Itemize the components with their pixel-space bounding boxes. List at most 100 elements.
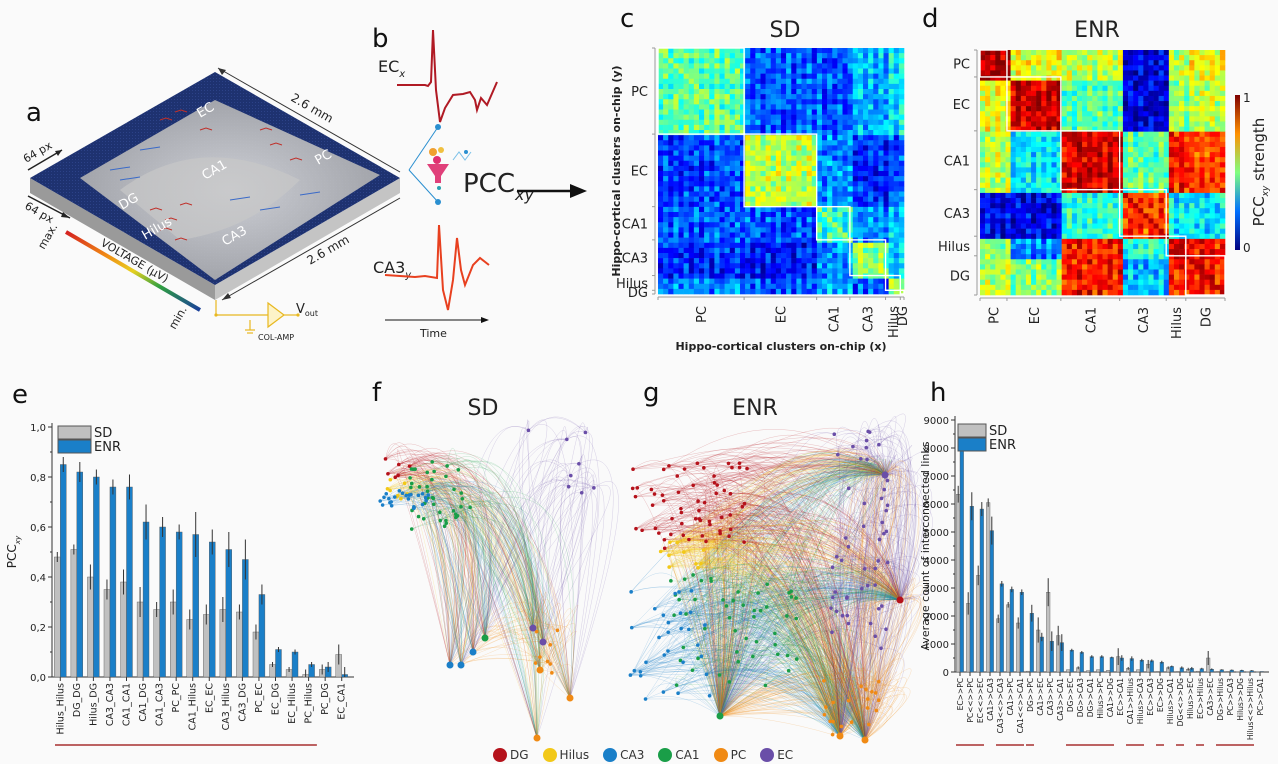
network-edge xyxy=(867,418,886,476)
network-edge xyxy=(832,594,901,703)
network-node-ec xyxy=(829,606,833,610)
network-edge xyxy=(522,429,538,739)
network-edge xyxy=(719,664,841,737)
network-edge xyxy=(690,470,886,613)
network-edge xyxy=(380,500,462,666)
network-edge xyxy=(697,571,901,659)
network-edge xyxy=(866,439,916,601)
network-edge xyxy=(839,680,862,737)
x-region-label: EC xyxy=(1028,307,1043,324)
network-edge xyxy=(880,467,897,649)
network-edge xyxy=(842,609,866,741)
network-edge xyxy=(414,507,544,643)
network-edge xyxy=(719,550,876,717)
network-edge xyxy=(669,521,901,601)
network-edge xyxy=(658,579,901,638)
network-edge xyxy=(484,437,568,639)
network-edge xyxy=(729,532,901,601)
network-edge xyxy=(706,670,841,737)
network-edge xyxy=(663,456,886,501)
network-edge xyxy=(630,583,901,676)
network-edge xyxy=(409,455,490,639)
network-edge xyxy=(719,530,866,741)
network-edge xyxy=(472,426,529,653)
network-node-dg xyxy=(730,465,734,470)
network-edge xyxy=(873,531,901,601)
network-edge xyxy=(532,492,582,629)
x-region-label: DG xyxy=(896,306,911,326)
network-edge xyxy=(700,455,886,564)
network-edge xyxy=(536,487,594,739)
network-edge xyxy=(543,670,571,699)
network-edge xyxy=(719,571,836,717)
network-edge xyxy=(719,663,879,717)
network-edge xyxy=(449,626,551,666)
network-edge xyxy=(745,615,866,741)
network-node-ca1 xyxy=(678,658,683,663)
network-edge xyxy=(528,424,574,699)
network-edge xyxy=(640,649,866,741)
network-edge xyxy=(875,465,908,694)
network-edge xyxy=(719,528,880,717)
x-tick-label: CA3_CA3 xyxy=(105,683,116,726)
network-edge xyxy=(839,666,862,737)
network-edge xyxy=(733,598,841,737)
network-edge xyxy=(668,454,886,556)
network-edge xyxy=(397,459,451,666)
network-edge xyxy=(693,483,726,717)
network-edge xyxy=(400,480,544,643)
network-edge xyxy=(724,477,866,741)
network-edge xyxy=(865,597,922,690)
network-node-ca1 xyxy=(451,509,456,513)
network-edge xyxy=(787,593,901,656)
network-edge xyxy=(677,470,886,543)
network-edge xyxy=(719,681,870,725)
network-edge xyxy=(672,517,901,601)
network-edge xyxy=(753,598,866,741)
network-edge xyxy=(642,525,901,601)
y-tick-label: 3000 xyxy=(924,584,949,595)
network-edge xyxy=(697,445,886,502)
network-node-ca1 xyxy=(430,460,435,464)
network-edge xyxy=(410,476,541,671)
network-edge xyxy=(667,458,886,652)
network-edge xyxy=(678,689,866,741)
network-node-dg xyxy=(650,503,655,507)
enr-bar xyxy=(989,530,994,673)
network-edge xyxy=(860,474,908,687)
network-edge xyxy=(845,516,901,601)
network-edge xyxy=(719,681,862,717)
network-edge xyxy=(788,570,901,601)
network-edge xyxy=(698,563,901,601)
network-edge xyxy=(390,468,541,671)
network-edge xyxy=(864,502,883,741)
network-edge xyxy=(717,483,866,741)
network-edge xyxy=(645,653,866,741)
network-edge xyxy=(719,432,880,717)
network-edge xyxy=(385,442,451,666)
network-edge xyxy=(645,698,841,737)
network-edge xyxy=(719,486,865,717)
network-edge xyxy=(836,474,886,557)
network-edge xyxy=(833,702,847,737)
network-edge xyxy=(668,572,901,633)
network-node-ca1 xyxy=(758,608,763,613)
network-node-dg xyxy=(715,483,720,487)
network-edge xyxy=(635,506,901,601)
network-edge xyxy=(864,524,910,741)
y-tick-label: 4000 xyxy=(924,556,949,567)
network-node-ca1 xyxy=(763,683,768,688)
enr-bar xyxy=(93,476,100,678)
network-node-pc xyxy=(550,671,554,675)
legend-swatch-sd xyxy=(957,423,987,438)
network-edge xyxy=(865,587,901,700)
network-edge xyxy=(833,683,870,741)
network-edge xyxy=(684,463,886,580)
network-edge xyxy=(786,465,886,616)
network-edge xyxy=(664,597,901,656)
network-edge xyxy=(829,711,841,737)
x-tick-label: Hilus_DG xyxy=(88,683,99,726)
network-edge xyxy=(842,447,886,539)
x-axis-label: Hippo-cortical clusters on-chip (x) xyxy=(675,340,886,353)
network-edge xyxy=(864,693,907,741)
